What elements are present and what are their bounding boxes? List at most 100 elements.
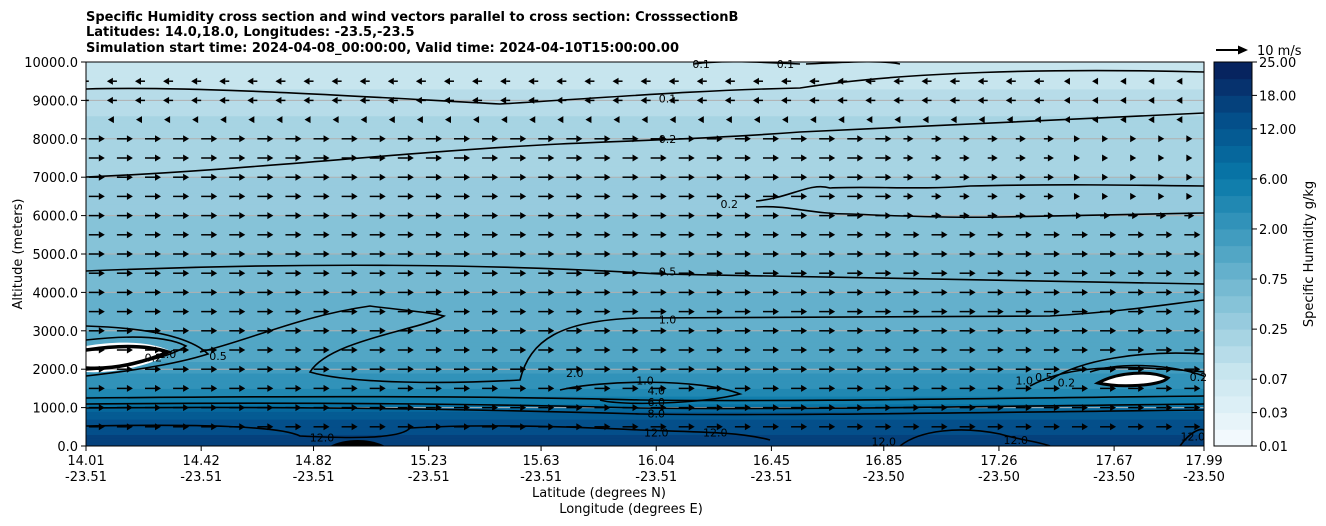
humidity-band: [86, 169, 1204, 174]
colorbar-segment: [1214, 195, 1252, 213]
wind-arrowhead: [107, 116, 114, 124]
wind-arrowhead: [134, 77, 141, 85]
wind-arrowhead: [407, 365, 414, 373]
x-tick-label-lat: 16.04: [638, 454, 675, 469]
colorbar-segment: [1214, 245, 1252, 263]
wind-arrowhead: [98, 192, 105, 200]
wind-arrowhead: [997, 365, 1004, 373]
x-tick-label-lat: 17.99: [1185, 454, 1222, 469]
wind-arrowhead: [660, 308, 667, 316]
wind-arrowhead: [857, 423, 864, 431]
wind-arrowhead: [435, 173, 442, 181]
wind-arrowhead: [126, 192, 133, 200]
wind-arrowhead: [154, 173, 161, 181]
wind-arrowhead: [379, 269, 386, 277]
colorbar-segment: [1214, 128, 1252, 146]
wind-arrowhead: [632, 404, 639, 412]
humidity-band: [86, 396, 1204, 401]
wind-arrowhead: [772, 135, 779, 143]
x-tick-label-lon: -23.51: [750, 470, 792, 485]
wind-arrowhead: [520, 384, 527, 392]
wind-arrowhead: [978, 116, 985, 124]
wind-arrowhead: [772, 231, 779, 239]
wind-arrowhead: [829, 154, 836, 162]
wind-arrowhead: [548, 308, 555, 316]
humidity-band: [86, 369, 1204, 374]
wind-arrowhead: [1194, 327, 1201, 335]
colorbar-segment: [1214, 295, 1252, 313]
wind-arrowhead: [407, 154, 414, 162]
wind-arrowhead: [1166, 250, 1173, 258]
wind-arrowhead: [688, 423, 695, 431]
wind-arrowhead: [267, 423, 274, 431]
chart-title-line-2: Latitudes: 14.0,18.0, Longitudes: -23.5,…: [86, 25, 415, 40]
wind-arrowhead: [1006, 116, 1013, 124]
wind-arrowhead: [407, 404, 414, 412]
wind-arrowhead: [829, 192, 836, 200]
wind-arrowhead: [801, 135, 808, 143]
wind-arrowhead: [463, 365, 470, 373]
wind-arrowhead: [295, 192, 302, 200]
wind-arrowhead: [520, 173, 527, 181]
quiver-key-label: 10 m/s: [1257, 44, 1302, 59]
wind-arrowhead: [772, 154, 779, 162]
wind-arrowhead: [688, 250, 695, 258]
wind-arrowhead: [323, 327, 330, 335]
chart-title-line-1: Specific Humidity cross section and wind…: [86, 10, 738, 25]
wind-arrowhead: [1005, 77, 1012, 85]
wind-arrowhead: [963, 212, 970, 220]
wind-arrowhead: [1188, 212, 1195, 220]
wind-arrowhead: [435, 269, 442, 277]
contour-label: 12.0: [703, 427, 728, 440]
wind-arrowhead: [463, 404, 470, 412]
wind-arrowhead: [969, 308, 976, 316]
wind-arrowhead: [801, 384, 808, 392]
wind-arrowhead: [463, 269, 470, 277]
wind-arrowhead: [604, 154, 611, 162]
wind-arrowhead: [660, 346, 667, 354]
wind-arrowhead: [379, 231, 386, 239]
wind-arrowhead: [632, 308, 639, 316]
wind-arrowhead: [407, 212, 414, 220]
wind-arrowhead: [1138, 308, 1145, 316]
colorbar-segment: [1214, 78, 1252, 96]
wind-arrowhead: [744, 423, 751, 431]
wind-arrowhead: [660, 250, 667, 258]
wind-arrowhead: [809, 96, 816, 104]
humidity-band: [86, 288, 1204, 293]
humidity-band: [86, 365, 1204, 370]
humidity-band: [86, 111, 1204, 117]
contour-line: [86, 402, 1204, 410]
wind-arrowhead: [407, 384, 414, 392]
wind-arrowhead: [295, 154, 302, 162]
wind-arrowhead: [949, 77, 956, 85]
wind-arrowhead: [126, 173, 133, 181]
wind-arrowhead: [1081, 250, 1088, 258]
wind-arrowhead: [1138, 346, 1145, 354]
wind-arrowhead: [1138, 269, 1145, 277]
wind-arrowhead: [323, 308, 330, 316]
wind-arrowhead: [1148, 77, 1155, 85]
wind-arrowhead: [1019, 192, 1026, 200]
contour-label: 0.5: [1035, 371, 1053, 384]
quiver-key-arrowhead: [1238, 45, 1248, 55]
humidity-band: [86, 161, 1204, 167]
wind-arrowhead: [1081, 327, 1088, 335]
wind-arrowhead: [106, 77, 113, 85]
humidity-band: [86, 261, 1204, 267]
wind-arrowhead: [829, 327, 836, 335]
colorbar-segment: [1214, 178, 1252, 197]
colorbar-segment: [1214, 312, 1252, 330]
wind-arrowhead: [716, 384, 723, 392]
wind-arrowhead: [416, 116, 423, 124]
wind-arrowhead: [1166, 269, 1173, 277]
wind-arrowhead: [660, 212, 667, 220]
humidity-band: [86, 403, 1204, 409]
wind-arrowhead: [632, 346, 639, 354]
wind-arrowhead: [295, 231, 302, 239]
wind-arrowhead: [463, 346, 470, 354]
wind-arrowhead: [857, 365, 864, 373]
humidity-band: [86, 173, 1204, 178]
humidity-band: [86, 422, 1204, 428]
wind-arrowhead: [323, 269, 330, 277]
